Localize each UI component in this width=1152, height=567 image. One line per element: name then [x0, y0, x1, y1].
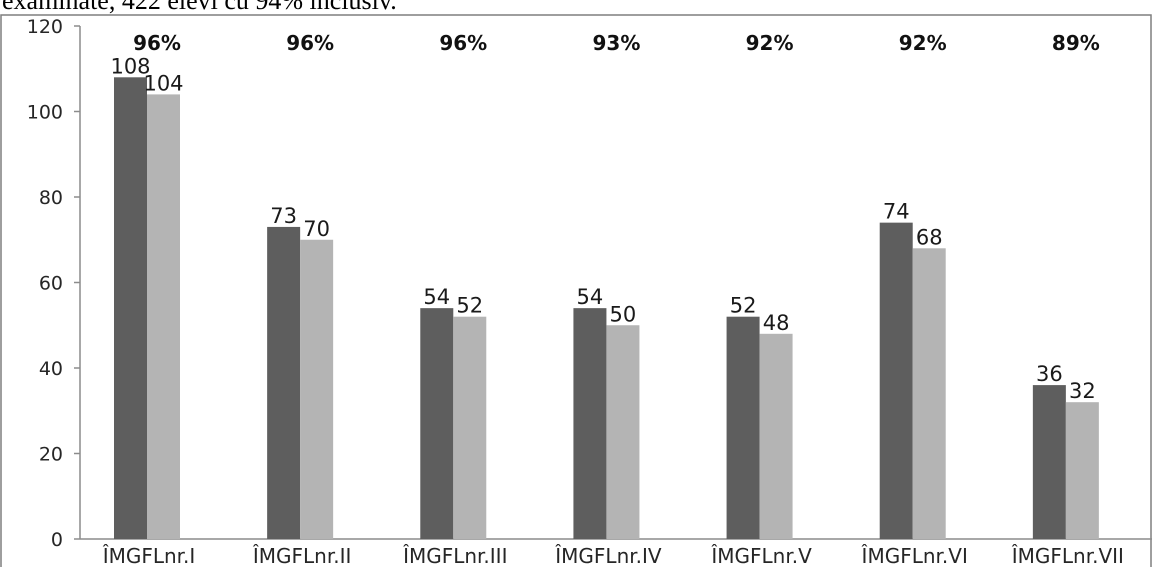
bar-series-1 — [267, 226, 301, 540]
category-label: ÎMGFLnr.V — [710, 544, 812, 567]
bar-value-label: 74 — [883, 200, 910, 224]
category-label: ÎMGFLnr.II — [252, 544, 352, 567]
percent-annotation: 96% — [439, 31, 487, 55]
bar-series-1 — [114, 77, 147, 540]
bar-series-1 — [573, 308, 607, 539]
bar-value-label: 73 — [270, 204, 297, 228]
bar-value-label: 54 — [577, 285, 604, 309]
bar-series-2 — [453, 316, 487, 539]
bar-series-2 — [1065, 402, 1099, 539]
category-label: ÎMGFLnr.III — [402, 544, 507, 567]
y-tick-label: 20 — [39, 444, 63, 466]
bar-value-label: 70 — [303, 217, 330, 241]
bar-value-label: 52 — [730, 294, 757, 318]
percent-annotation: 92% — [746, 31, 794, 55]
category-label: ÎMGFLnr.VII — [1011, 544, 1124, 567]
percent-annotation: 93% — [592, 31, 640, 55]
y-tick-label: 100 — [27, 102, 63, 124]
y-tick-labels: 0 20 40 60 80 100 120 — [27, 16, 80, 551]
bar-value-label: 108 — [110, 54, 150, 78]
bar-series-1 — [879, 222, 913, 539]
bar-value-label: 36 — [1036, 362, 1063, 386]
bar-series-2 — [606, 325, 640, 539]
percent-annotation: 96% — [286, 31, 334, 55]
category-label: ÎMGFLnr.IV — [554, 544, 662, 567]
percent-annotations: 96% 96% 96% 93% 92% 92% 89% — [133, 31, 1100, 55]
bar-series-1 — [420, 308, 454, 539]
category-label: ÎMGFLnr.VI — [861, 544, 968, 567]
bars — [114, 77, 1099, 540]
bar-series-1 — [726, 316, 760, 539]
bar-series-2 — [912, 248, 946, 540]
category-label: ÎMGFLnr.I — [102, 544, 196, 567]
y-tick-label: 60 — [39, 273, 63, 295]
percent-annotation: 92% — [899, 31, 947, 55]
bar-value-label: 104 — [143, 71, 183, 95]
y-tick-label: 80 — [39, 187, 63, 209]
bar-value-label: 32 — [1069, 379, 1096, 403]
bar-value-label: 50 — [610, 302, 637, 326]
bar-value-label: 48 — [763, 311, 790, 335]
bar-series-2 — [759, 333, 793, 539]
y-tick-label: 0 — [51, 529, 63, 551]
bar-series-1 — [1032, 385, 1066, 539]
bar-series-2 — [147, 94, 180, 540]
chart-frame — [0, 14, 1152, 567]
bar-series-2 — [300, 239, 334, 539]
cut-off-text-line: examinate, 422 elevi cu 94% inclusiv. — [2, 0, 397, 15]
bar-value-label: 68 — [916, 225, 943, 249]
y-tick-label: 120 — [27, 16, 63, 38]
bar-value-label: 52 — [456, 294, 483, 318]
category-labels: ÎMGFLnr.I ÎMGFLnr.II ÎMGFLnr.III ÎMGFLnr.IV… — [102, 544, 1124, 567]
y-tick-label: 40 — [39, 358, 63, 380]
percent-annotation: 89% — [1052, 31, 1100, 55]
bar-value-label: 54 — [423, 285, 450, 309]
percent-annotation: 96% — [133, 31, 181, 55]
